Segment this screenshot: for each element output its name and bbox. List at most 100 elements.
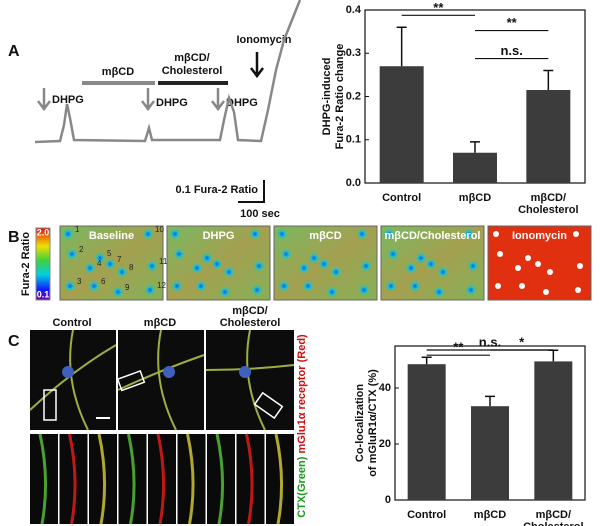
cell: [298, 262, 310, 274]
ionomycin-label: Ionomycin: [236, 34, 291, 46]
cell: [330, 266, 342, 278]
scale-label: 0.1 Fura-2 Ratio: [175, 184, 258, 196]
cell-number: 3: [77, 277, 82, 286]
cell: [493, 231, 499, 237]
cell-number: 11: [159, 257, 168, 266]
y-tick-label: 0.4: [346, 4, 362, 16]
cell: [467, 260, 479, 272]
significance-label: n.s.: [479, 334, 501, 349]
neurite: [127, 433, 136, 525]
y-tick-label: 0.0: [346, 177, 361, 189]
cell: [318, 258, 330, 270]
neurite: [68, 433, 77, 525]
panel-label: C: [8, 333, 20, 350]
roi-box: [116, 369, 146, 392]
panel-label: A: [8, 43, 20, 60]
cell: [497, 251, 503, 257]
cell: [94, 252, 106, 264]
cell: [116, 266, 128, 278]
calcium-images: Baseline DHPG mβCD mβCD/Cholesterol Ionomyci…: [59, 225, 592, 301]
x-tick-label: mβCD/Cholesterol: [518, 192, 579, 216]
micrograph: [118, 330, 204, 430]
cell: [515, 265, 521, 271]
x-tick-label: mβCD: [459, 192, 491, 204]
column-label: Control: [52, 317, 91, 329]
panel-label: B: [8, 229, 20, 246]
cell: [308, 252, 320, 264]
neurite: [245, 433, 254, 525]
cell: [211, 258, 223, 270]
cell-number: 10: [155, 225, 164, 234]
column-label: mβCD/: [232, 305, 267, 317]
error-bar: [421, 356, 432, 365]
image-label: Ionomycin: [512, 230, 567, 242]
significance-label: n.s.: [500, 43, 522, 58]
scale-bar: [238, 180, 265, 203]
cell: [463, 228, 475, 240]
column-label: Cholesterol: [220, 317, 281, 329]
image-label: Baseline: [89, 230, 134, 242]
treatment-bar: [158, 81, 228, 85]
cell: [358, 284, 370, 296]
cell-number: 1: [75, 225, 80, 234]
cell: [146, 260, 158, 272]
colorbar: [35, 227, 51, 301]
arrow: [250, 52, 264, 79]
cell: [66, 248, 78, 260]
cell: [142, 228, 154, 240]
y-tick-label: 0: [385, 494, 391, 506]
cell: [223, 266, 235, 278]
y-tick-label: 0.3: [346, 47, 361, 59]
cell: [535, 261, 541, 267]
cell: [219, 286, 231, 298]
soma: [62, 366, 74, 378]
cell: [144, 284, 156, 296]
roi-box: [43, 389, 57, 421]
bar: [407, 364, 446, 500]
cell: [405, 262, 417, 274]
error-bar: [543, 69, 554, 91]
cell-number: 2: [79, 245, 84, 254]
cell: [253, 260, 265, 272]
cell: [519, 283, 525, 289]
significance-label: **: [453, 340, 464, 355]
error-bar: [396, 26, 407, 67]
stimulus-label: DHPG: [226, 97, 258, 109]
cell: [171, 280, 183, 292]
cell: [326, 286, 338, 298]
error-bar: [485, 395, 495, 407]
x-tick-label: Control: [407, 509, 446, 521]
treatment-label: mβCD/: [174, 52, 209, 64]
cell: [64, 280, 76, 292]
cell: [201, 252, 213, 264]
cell: [278, 280, 290, 292]
colorbar-min: 0.1: [37, 289, 50, 299]
cell-number: 12: [157, 281, 166, 290]
cell: [575, 287, 581, 293]
y-axis-label: Co-localization: [354, 384, 366, 463]
cell: [425, 258, 437, 270]
stain-green: CTX(Green): [296, 456, 308, 517]
cell: [465, 284, 477, 296]
stain-label: CTX(Green) mGlu1α receptor (Red): [296, 334, 308, 518]
stimulus-label: DHPG: [156, 97, 188, 109]
x-tick-label: Control: [382, 192, 421, 204]
error-bar: [548, 349, 559, 362]
stimulus-label: DHPG: [52, 94, 84, 106]
cell: [573, 231, 579, 237]
neurite: [215, 433, 225, 525]
bar: [534, 361, 573, 500]
cell: [84, 262, 96, 274]
y-tick-label: 20: [379, 438, 391, 450]
treatment-bar: [82, 81, 155, 85]
colorbar-title: Fura-2 Ratio: [20, 232, 32, 296]
calcium-trace: [34, 0, 302, 144]
error-bar: [470, 141, 480, 153]
micrographs: [29, 329, 295, 525]
soma: [239, 366, 251, 378]
cell: [543, 289, 549, 295]
treatment-label: mβCD: [102, 66, 134, 78]
x-tick-label: mβCD: [474, 509, 506, 521]
cell: [276, 228, 288, 240]
